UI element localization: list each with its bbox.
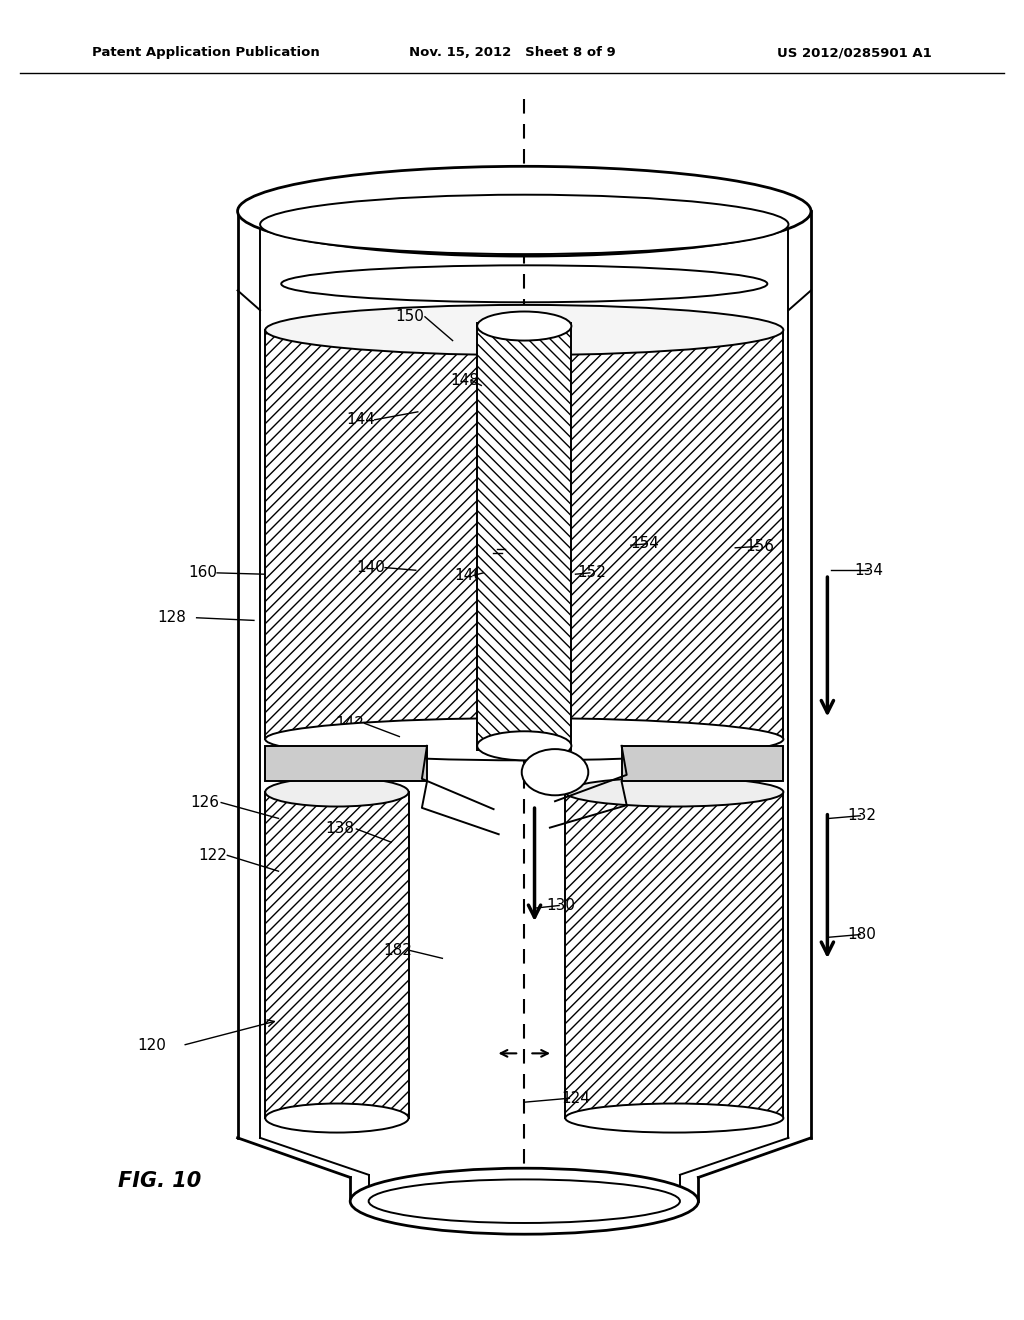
Text: 146: 146 bbox=[455, 568, 483, 583]
Text: 156: 156 bbox=[745, 539, 774, 554]
Text: FIG. 10: FIG. 10 bbox=[118, 1171, 201, 1192]
Text: 144: 144 bbox=[346, 412, 375, 428]
Ellipse shape bbox=[238, 166, 811, 256]
Polygon shape bbox=[265, 330, 783, 739]
Text: 152: 152 bbox=[578, 565, 606, 581]
Text: 128: 128 bbox=[158, 610, 186, 626]
Ellipse shape bbox=[265, 777, 409, 807]
Text: 180: 180 bbox=[848, 927, 877, 942]
Text: 130: 130 bbox=[547, 898, 575, 913]
Text: 140: 140 bbox=[356, 560, 385, 576]
Ellipse shape bbox=[350, 1168, 698, 1234]
Text: 138: 138 bbox=[326, 821, 354, 837]
Ellipse shape bbox=[265, 1104, 409, 1133]
Text: 160: 160 bbox=[188, 565, 217, 581]
Text: 142: 142 bbox=[336, 715, 365, 731]
Text: 122: 122 bbox=[199, 847, 227, 863]
Ellipse shape bbox=[477, 312, 571, 341]
Text: 136: 136 bbox=[489, 541, 518, 557]
Polygon shape bbox=[565, 792, 783, 1118]
Text: 126: 126 bbox=[190, 795, 219, 810]
Text: 120: 120 bbox=[137, 1038, 166, 1053]
Text: 134: 134 bbox=[854, 562, 883, 578]
Text: Patent Application Publication: Patent Application Publication bbox=[92, 46, 319, 59]
Text: 148: 148 bbox=[451, 372, 479, 388]
Text: US 2012/0285901 A1: US 2012/0285901 A1 bbox=[777, 46, 932, 59]
Ellipse shape bbox=[260, 195, 788, 255]
Polygon shape bbox=[265, 746, 427, 781]
Ellipse shape bbox=[565, 777, 783, 807]
Text: 154: 154 bbox=[631, 536, 659, 552]
Ellipse shape bbox=[565, 1104, 783, 1133]
Ellipse shape bbox=[477, 731, 571, 760]
Polygon shape bbox=[477, 323, 571, 750]
Text: 158: 158 bbox=[485, 545, 514, 561]
Ellipse shape bbox=[369, 1180, 680, 1222]
Text: 150: 150 bbox=[395, 309, 424, 325]
Ellipse shape bbox=[265, 718, 783, 760]
Text: Nov. 15, 2012   Sheet 8 of 9: Nov. 15, 2012 Sheet 8 of 9 bbox=[409, 46, 615, 59]
Ellipse shape bbox=[265, 305, 783, 355]
Text: 182: 182 bbox=[383, 942, 412, 958]
Text: 132: 132 bbox=[848, 808, 877, 824]
Polygon shape bbox=[622, 746, 783, 781]
Ellipse shape bbox=[522, 748, 588, 795]
Polygon shape bbox=[265, 792, 409, 1118]
Text: 124: 124 bbox=[561, 1090, 590, 1106]
